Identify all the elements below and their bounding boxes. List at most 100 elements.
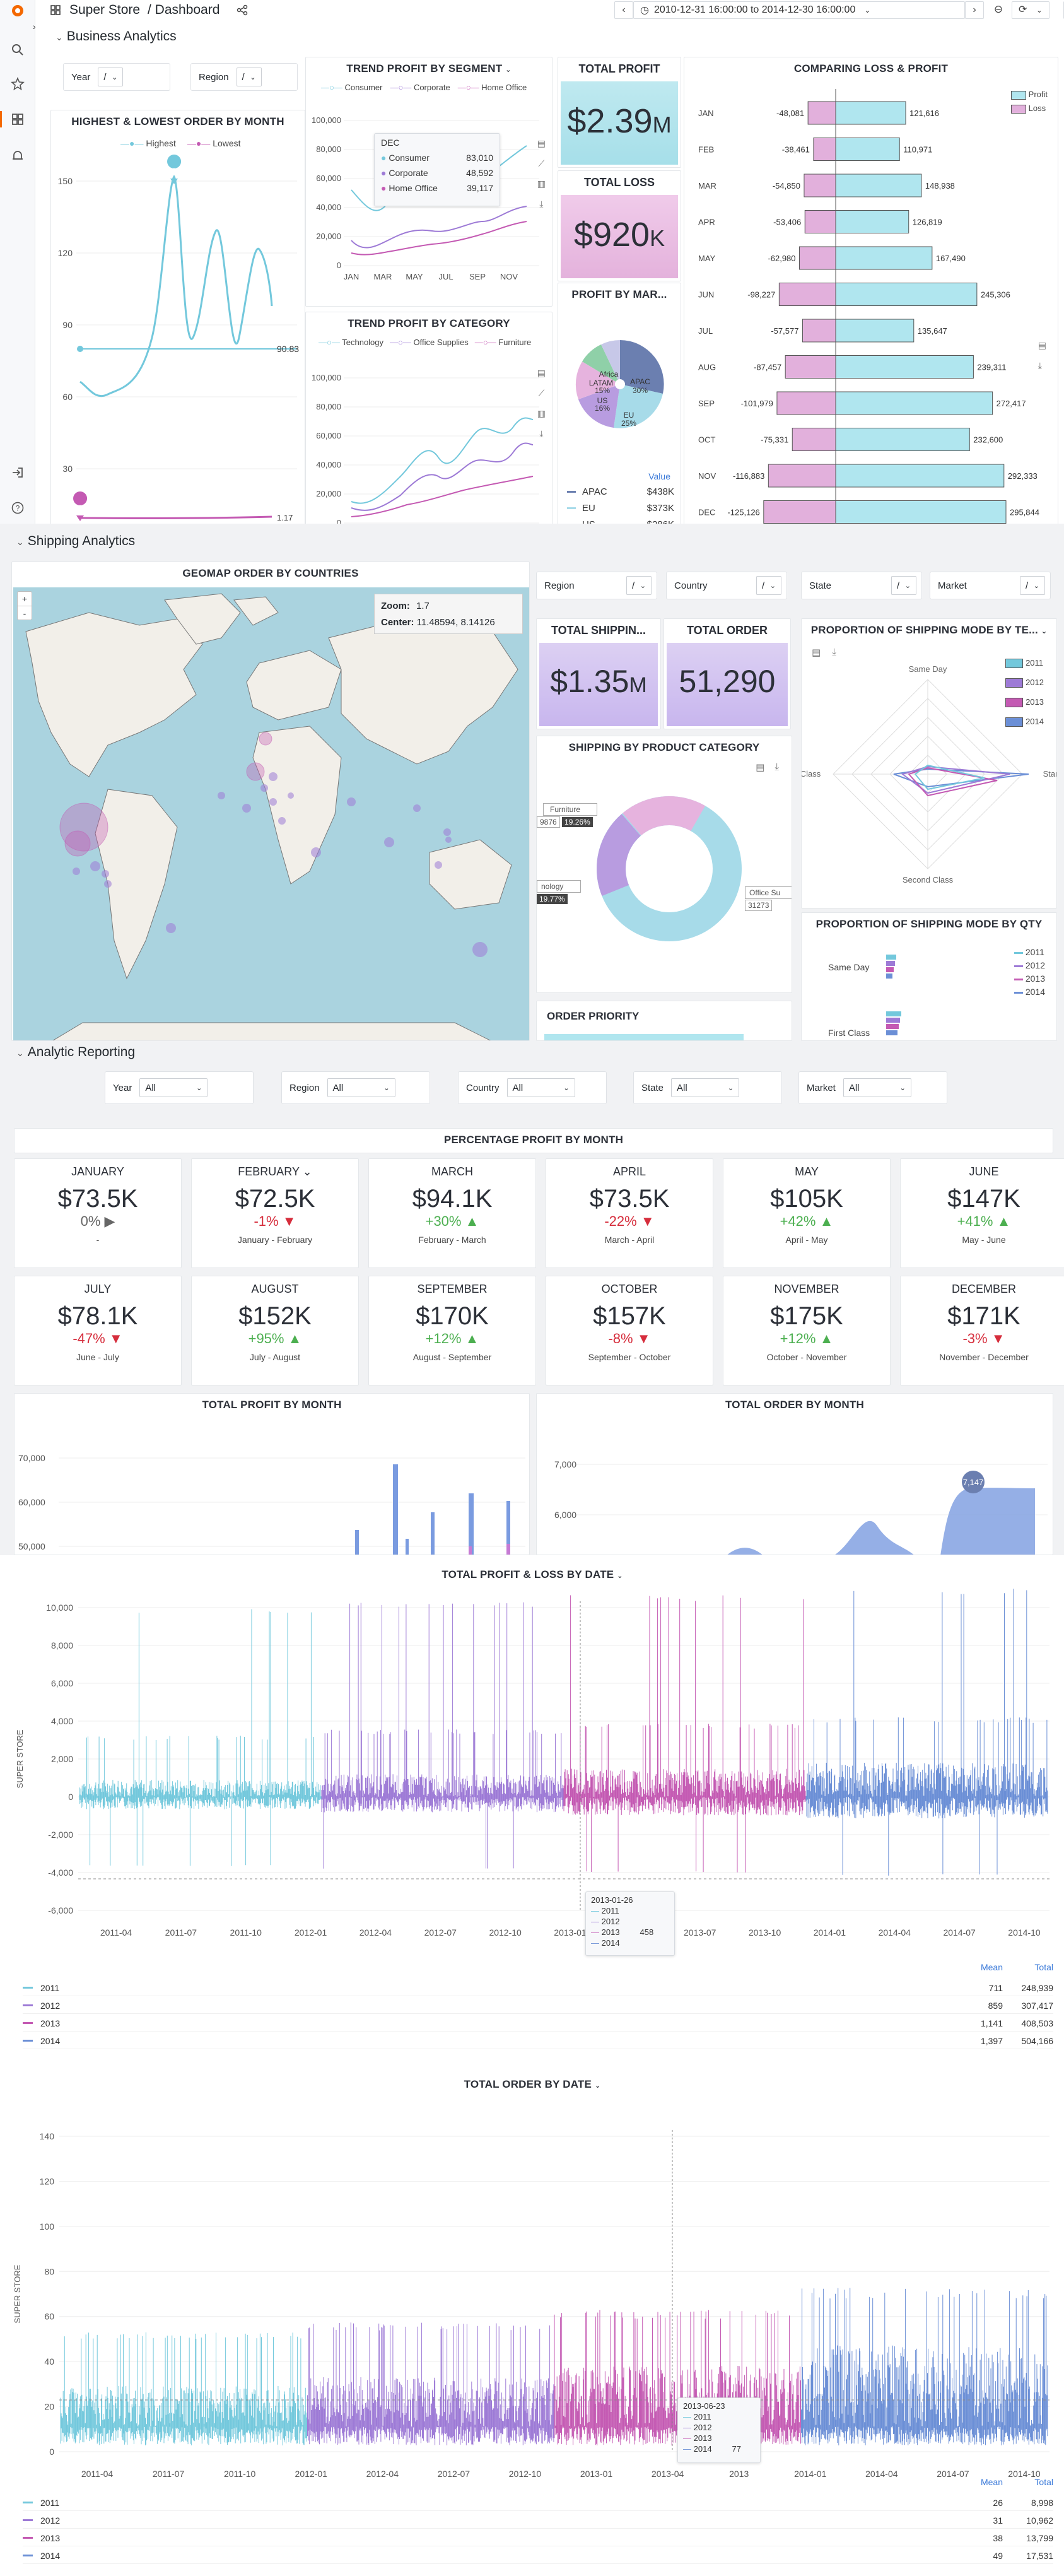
panel-title[interactable]: TREND PROFIT BY SEGMENT ⌄ [306,62,552,75]
bar-profit[interactable] [835,210,909,233]
legend-header[interactable]: Value [648,471,670,481]
filter-state[interactable]: State / ⌄ [801,572,922,599]
legend-item-office-supplies[interactable]: —○— Office Supplies [390,338,469,347]
dashboards-icon[interactable] [11,112,25,126]
download-icon[interactable]: ⤓ [775,762,779,772]
zoom-out-icon[interactable]: ⊖ [993,3,1003,15]
month-stat-june[interactable]: JUNE $147K +41% ▲ May - June [900,1158,1064,1268]
bar-profit[interactable] [835,283,978,306]
col-total[interactable]: Total [1034,2477,1053,2487]
legend-item-2011[interactable]: 2011 [1014,946,1045,959]
bar-chart-icon[interactable]: ▥ [537,408,546,418]
bar-loss[interactable] [813,138,836,161]
section-business[interactable]: ⌄ Business Analytics [56,29,177,44]
legend-item-2014[interactable]: 2014 [1014,985,1045,999]
bar-loss[interactable] [763,500,836,524]
line-chart-icon[interactable]: ⟋ [538,388,545,398]
bar-profit[interactable] [835,101,906,125]
month-stat-july[interactable]: JULY $78.1K -47% ▼ June - July [14,1276,182,1385]
map-bubble[interactable] [59,803,108,852]
download-icon[interactable]: ⤓ [539,428,544,438]
month-stat-november[interactable]: NOVEMBER $175K +12% ▲ October - November [723,1276,891,1385]
filter-value[interactable]: All ⌄ [327,1078,395,1097]
month-stat-december[interactable]: DECEMBER $171K -3% ▼ November - December [900,1276,1064,1385]
legend-item-2013[interactable]: 2013 [1005,692,1044,712]
filter-market[interactable]: Market All ⌄ [798,1071,947,1104]
download-icon[interactable]: ⤓ [1038,360,1042,370]
col-total[interactable]: Total [1034,1962,1053,1972]
bar-profit[interactable] [835,319,915,343]
month-stat-february[interactable]: FEBRUARY ⌄ $72.5K -1% ▼ January - February [191,1158,359,1268]
legend-item-home-office[interactable]: —○— Home Office [457,83,527,92]
legend-item-loss[interactable]: Loss [1011,102,1048,115]
line-chart-icon[interactable]: ⟋ [538,158,545,168]
legend-item-corporate[interactable]: —○— Corporate [390,83,450,92]
sidebar-expand-icon[interactable]: › [33,21,36,32]
brand-link[interactable]: Super Store [69,3,141,17]
bar-profit[interactable] [835,138,900,161]
help-icon[interactable]: ? [11,501,25,515]
filter-region[interactable]: Region / ⌄ [190,63,298,91]
refresh-button[interactable]: ⟳ ⌄ [1012,1,1049,19]
bar-loss[interactable] [799,246,836,270]
panel-title[interactable]: TOTAL PROFIT & LOSS BY DATE ⌄ [9,1568,1056,1581]
month-stat-january[interactable]: JANUARY $73.5K 0% ▶ - [14,1158,182,1268]
data-view-icon[interactable]: ▤ [537,138,546,148]
legend-item-2011[interactable]: 2011 [1005,653,1044,673]
bar-profit[interactable] [835,173,922,197]
data-view-icon[interactable]: ▤ [537,368,546,378]
legend-item-2012[interactable]: 2012 [1005,673,1044,692]
filter-value[interactable]: / ⌄ [1020,576,1045,595]
legend-item-2013[interactable]: 2013 [1014,972,1045,985]
filter-value[interactable]: All ⌄ [506,1078,575,1097]
month-stat-september[interactable]: SEPTEMBER $170K +12% ▲ August - September [368,1276,536,1385]
legend-item-technology[interactable]: —○— Technology [319,338,384,347]
legend-item-furniture[interactable]: —○— Furniture [474,338,532,347]
search-icon[interactable] [11,43,25,57]
data-view-icon[interactable]: ▤ [756,762,765,773]
filter-year[interactable]: Year All ⌄ [105,1071,254,1104]
grafana-logo-icon[interactable] [11,4,25,18]
legend-item-lowest[interactable]: —●— Lowest [187,138,241,148]
legend-row-2013[interactable]: 2013 38 13,799 [23,2530,1053,2546]
zoom-in-button[interactable]: + [18,592,32,606]
download-icon[interactable]: ⤓ [539,199,544,209]
map-bubble[interactable] [64,830,91,857]
bar-loss[interactable] [804,173,836,197]
section-shipping[interactable]: ⌄ Shipping Analytics [16,534,135,549]
section-reporting[interactable]: ⌄ Analytic Reporting [16,1045,135,1060]
col-mean[interactable]: Mean [980,2477,1003,2487]
filter-value[interactable]: All ⌄ [139,1078,208,1097]
legend-row-2012[interactable]: 2012 31 10,962 [23,2512,1053,2529]
month-stat-august[interactable]: AUGUST $152K +95% ▲ July - August [191,1276,359,1385]
legend-row-2011[interactable]: 2011 26 8,998 [23,2495,1053,2511]
bar-profit[interactable] [835,500,1007,524]
star-icon[interactable] [11,77,25,91]
legend-item-consumer[interactable]: —○— Consumer [321,83,383,92]
legend-row-2014[interactable]: 2014 1,397 504,166 [23,2033,1053,2049]
filter-value[interactable]: / ⌄ [236,68,262,86]
month-stat-october[interactable]: OCTOBER $157K -8% ▼ September - October [546,1276,713,1385]
bar-profit[interactable] [835,391,993,415]
panel-title[interactable]: PROPORTION OF SHIPPING MODE BY TE... ⌄ [802,624,1056,637]
legend-item-2014[interactable]: 2014 [1005,712,1044,731]
bar-loss[interactable] [785,355,836,379]
filter-country[interactable]: Country All ⌄ [458,1071,607,1104]
col-mean[interactable]: Mean [980,1962,1003,1972]
legend-row-2014[interactable]: 2014 49 17,531 [23,2548,1053,2564]
legend-row-2013[interactable]: 2013 1,141 408,503 [23,2015,1053,2032]
data-view-icon[interactable]: ▤ [812,647,821,658]
filter-value[interactable]: / ⌄ [891,576,916,595]
share-icon[interactable] [236,4,248,16]
filter-value[interactable]: / ⌄ [626,576,652,595]
bar-profit[interactable] [835,428,970,451]
time-back-button[interactable]: ‹ [614,1,633,19]
legend-item-2012[interactable]: 2012 [1014,959,1045,972]
sign-in-icon[interactable] [11,466,25,479]
filter-country[interactable]: Country / ⌄ [666,572,787,599]
filter-region[interactable]: Region / ⌄ [536,572,657,599]
legend-row-eu[interactable]: EU $373K [567,503,674,514]
filter-value[interactable]: All ⌄ [843,1078,911,1097]
map-bubble[interactable] [259,732,272,746]
map-bubble[interactable] [246,762,265,781]
